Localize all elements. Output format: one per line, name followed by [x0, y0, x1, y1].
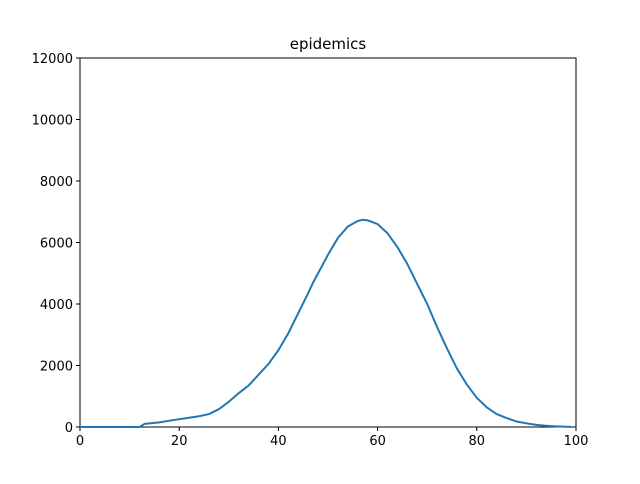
x-tick-label: 60: [369, 434, 386, 449]
series-line-0: [80, 218, 572, 428]
y-axis-ticks: 0 2000 4000 6000 8000 10000 12000: [32, 52, 80, 436]
y-tick-label: 6000: [40, 237, 73, 252]
x-tick-label: 40: [270, 434, 287, 449]
x-tick-label: 80: [469, 434, 486, 449]
y-tick-label: 0: [65, 421, 73, 436]
x-tick-label: 0: [76, 434, 84, 449]
plot-area-frame: [79, 57, 577, 428]
x-tick-label: 20: [171, 434, 188, 449]
y-tick-label: 2000: [40, 360, 73, 375]
chart-title: epidemics: [290, 35, 367, 53]
x-tick-label: 100: [564, 434, 589, 449]
y-tick-label: 12000: [32, 52, 73, 67]
y-tick-label: 4000: [40, 298, 73, 313]
series-layer: [80, 218, 572, 428]
y-tick-label: 10000: [32, 114, 73, 129]
y-tick-label: 8000: [40, 175, 73, 190]
x-axis-ticks: 0 20 40 60 80 100: [76, 427, 589, 449]
